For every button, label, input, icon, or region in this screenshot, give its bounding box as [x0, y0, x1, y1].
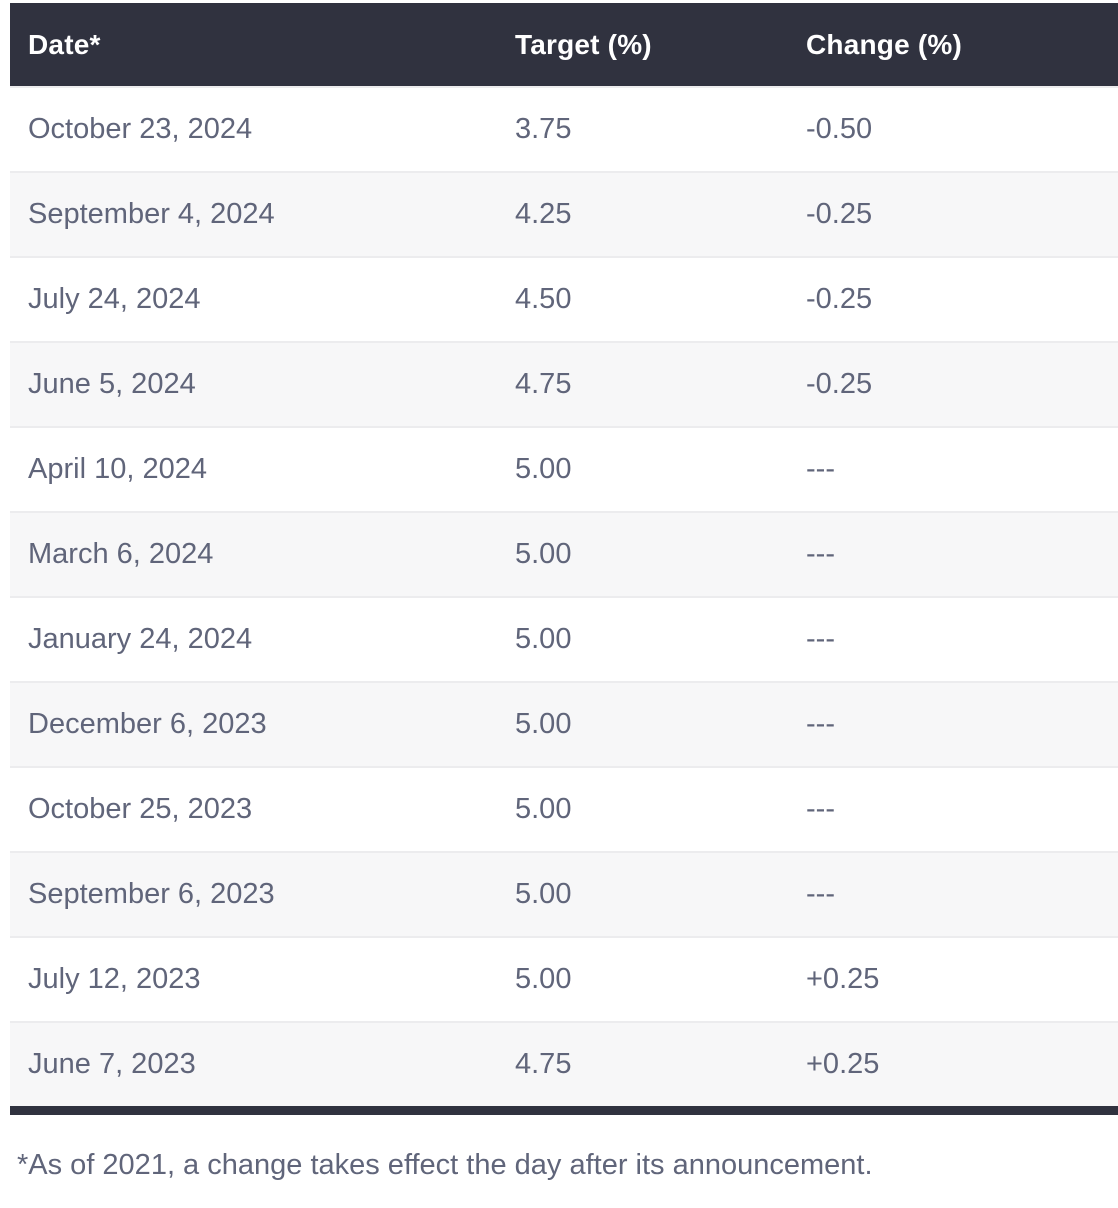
date-cell: September 4, 2024: [28, 198, 275, 230]
change-cell: +0.25: [806, 1048, 880, 1080]
target-cell: 5.00: [515, 708, 572, 740]
table-row: September 6, 2023 5.00 ---: [10, 852, 1118, 937]
target-cell: 4.50: [515, 283, 572, 315]
target-cell: 5.00: [515, 793, 572, 825]
change-cell: ---: [806, 453, 835, 485]
date-cell: March 6, 2024: [28, 538, 214, 570]
change-cell: -0.25: [806, 283, 873, 315]
table-row: March 6, 2024 5.00 ---: [10, 512, 1118, 597]
target-cell: 4.75: [515, 1048, 572, 1080]
target-cell: 4.75: [515, 368, 572, 400]
footnote: *As of 2021, a change takes effect the d…: [17, 1149, 873, 1181]
date-cell: June 7, 2023: [28, 1048, 196, 1080]
date-cell: June 5, 2024: [28, 368, 196, 400]
date-cell: September 6, 2023: [28, 878, 275, 910]
target-cell: 3.75: [515, 113, 572, 145]
change-cell: -0.50: [806, 113, 873, 145]
change-cell: ---: [806, 708, 835, 740]
table-header-row: Date* Target (%) Change (%): [10, 3, 1118, 87]
date-cell: July 24, 2024: [28, 283, 201, 315]
change-cell: -0.25: [806, 198, 873, 230]
table-row: July 12, 2023 5.00 +0.25: [10, 937, 1118, 1022]
policy-rate-table: Date* Target (%) Change (%) October 23, …: [10, 3, 1118, 1115]
table-row: January 24, 2024 5.00 ---: [10, 597, 1118, 682]
change-cell: ---: [806, 538, 835, 570]
date-cell: December 6, 2023: [28, 708, 267, 740]
date-cell: October 25, 2023: [28, 793, 253, 825]
column-header-change: Change (%): [788, 3, 1118, 87]
change-cell: ---: [806, 878, 835, 910]
target-cell: 5.00: [515, 878, 572, 910]
target-cell: 5.00: [515, 963, 572, 995]
date-cell: April 10, 2024: [28, 453, 207, 485]
table-row: December 6, 2023 5.00 ---: [10, 682, 1118, 767]
table-row: July 24, 2024 4.50 -0.25: [10, 257, 1118, 342]
table-row: October 25, 2023 5.00 ---: [10, 767, 1118, 852]
table-row: October 23, 2024 3.75 -0.50: [10, 87, 1118, 172]
change-cell: ---: [806, 623, 835, 655]
date-cell: July 12, 2023: [28, 963, 201, 995]
date-cell: January 24, 2024: [28, 623, 253, 655]
change-cell: ---: [806, 793, 835, 825]
column-header-target: Target (%): [497, 3, 788, 87]
target-cell: 5.00: [515, 623, 572, 655]
table-row: June 5, 2024 4.75 -0.25: [10, 342, 1118, 427]
table-row: April 10, 2024 5.00 ---: [10, 427, 1118, 512]
target-cell: 5.00: [515, 538, 572, 570]
target-cell: 4.25: [515, 198, 572, 230]
target-cell: 5.00: [515, 453, 572, 485]
change-cell: -0.25: [806, 368, 873, 400]
table-row: September 4, 2024 4.25 -0.25: [10, 172, 1118, 257]
table-row: June 7, 2023 4.75 +0.25: [10, 1022, 1118, 1111]
date-cell: October 23, 2024: [28, 113, 253, 145]
change-cell: +0.25: [806, 963, 880, 995]
column-header-date: Date*: [10, 3, 497, 87]
page: Date* Target (%) Change (%) October 23, …: [10, 3, 1118, 1181]
